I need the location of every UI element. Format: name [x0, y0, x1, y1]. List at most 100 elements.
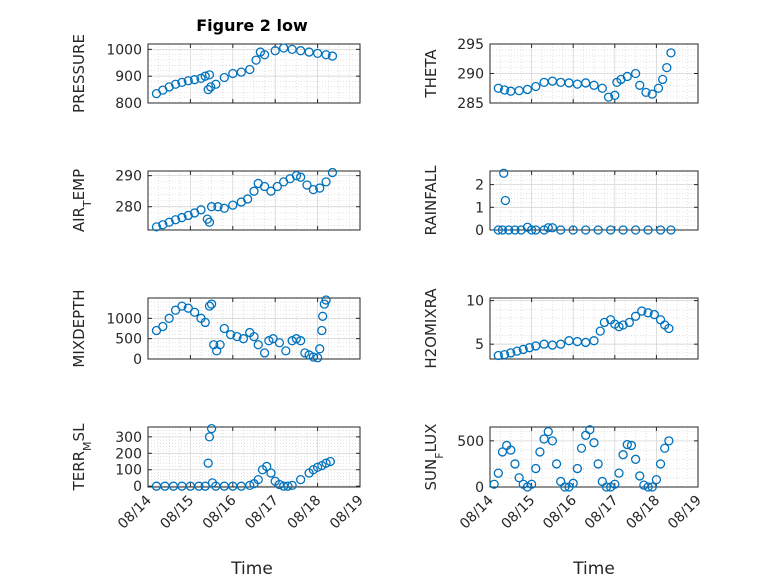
data-series — [151, 295, 331, 363]
data-point — [151, 222, 162, 232]
x-tick-label: 08/15 — [499, 493, 539, 533]
data-point — [531, 341, 541, 351]
y-tick-label: 0 — [133, 479, 142, 495]
data-point — [206, 202, 217, 212]
data-point — [614, 322, 624, 332]
data-point — [206, 299, 217, 309]
data-point — [203, 458, 213, 468]
data-point — [605, 225, 616, 235]
data-point — [327, 167, 338, 178]
data-point — [618, 450, 628, 460]
data-point — [535, 447, 545, 457]
data-point — [170, 215, 181, 225]
data-point — [200, 317, 210, 328]
data-point — [164, 217, 174, 227]
data-point — [158, 220, 168, 230]
data-point — [236, 67, 246, 77]
data-point — [287, 480, 297, 491]
data-point — [315, 344, 325, 354]
data-point — [655, 459, 666, 469]
data-point — [493, 350, 503, 361]
data-point — [489, 479, 499, 489]
data-point — [213, 202, 223, 212]
data-point — [493, 468, 503, 478]
y-tick-label: 2 — [475, 178, 484, 194]
data-point — [653, 83, 664, 93]
figure-title: Figure 2 low — [196, 16, 308, 35]
y-tick-label: 5 — [475, 337, 484, 353]
subplot-h2omixra: 5 10 H2OMIXRA — [422, 288, 699, 369]
subplot-mixdepth: 0 500 1000 MIXDEPTH — [70, 289, 361, 368]
data-point — [170, 305, 181, 315]
subplot-air-temp: 280 290 AIRTEMP — [70, 167, 361, 232]
data-point — [315, 183, 325, 193]
data-point — [531, 81, 541, 92]
data-point — [643, 482, 653, 492]
y-tick-label: 1000 — [106, 311, 142, 327]
data-point — [253, 474, 263, 485]
y-axis-label: SUNFLUX — [422, 424, 446, 491]
data-point — [595, 326, 605, 336]
y-axis-label: AIRTEMP — [70, 169, 94, 232]
y-axis-label: TERRMSL — [70, 423, 94, 492]
data-point — [614, 468, 624, 478]
y-axis-label: MIXDEPTH — [70, 289, 88, 367]
data-point — [325, 456, 335, 467]
data-point — [177, 77, 187, 87]
data-point — [327, 51, 338, 61]
data-series — [489, 425, 674, 492]
data-point — [560, 482, 570, 492]
data-point — [647, 89, 657, 99]
gridlines — [490, 427, 698, 488]
data-point — [603, 92, 614, 102]
x-tick-label: 08/15 — [157, 493, 197, 533]
data-point — [291, 334, 302, 344]
data-point — [581, 225, 591, 235]
data-point — [274, 479, 285, 490]
y-tick-label: 100 — [115, 463, 142, 479]
data-point — [622, 71, 632, 82]
axes-frame — [147, 170, 361, 231]
data-point — [259, 348, 270, 358]
data-point — [581, 78, 591, 88]
axes-background — [489, 170, 699, 231]
data-point — [651, 474, 662, 485]
y-tick-label: 295 — [457, 37, 484, 53]
data-point — [295, 474, 306, 485]
data-point — [610, 90, 620, 100]
data-point — [266, 468, 276, 478]
data-point — [200, 71, 210, 81]
x-tick-label: 08/19 — [665, 493, 705, 533]
y-tick-label: 0 — [475, 480, 484, 496]
data-point — [321, 177, 331, 187]
data-point — [228, 200, 238, 210]
data-point — [262, 461, 272, 472]
x-axis-label-left: Time — [230, 559, 273, 579]
data-point — [547, 223, 558, 233]
data-point — [259, 50, 270, 60]
data-point — [321, 50, 331, 60]
data-point — [245, 480, 255, 491]
data-point — [655, 225, 666, 235]
data-point — [524, 343, 535, 353]
data-point — [500, 195, 511, 206]
data-series — [151, 167, 338, 232]
gridlines — [148, 297, 360, 360]
data-series — [493, 168, 676, 235]
x-tick-label: 08/18 — [623, 493, 663, 533]
y-tick-label: 800 — [115, 96, 142, 112]
data-point — [287, 44, 297, 55]
y-tick-label: 500 — [457, 434, 484, 450]
gridlines — [148, 426, 360, 487]
y-tick-label: 285 — [457, 96, 484, 112]
data-point — [626, 440, 637, 451]
y-tick-label: 1000 — [106, 42, 142, 58]
data-point — [597, 83, 607, 93]
data-point — [317, 325, 327, 336]
data-point — [643, 308, 653, 318]
data-point — [295, 46, 306, 56]
data-point — [585, 425, 595, 435]
data-point — [504, 225, 514, 235]
data-point — [302, 180, 312, 190]
